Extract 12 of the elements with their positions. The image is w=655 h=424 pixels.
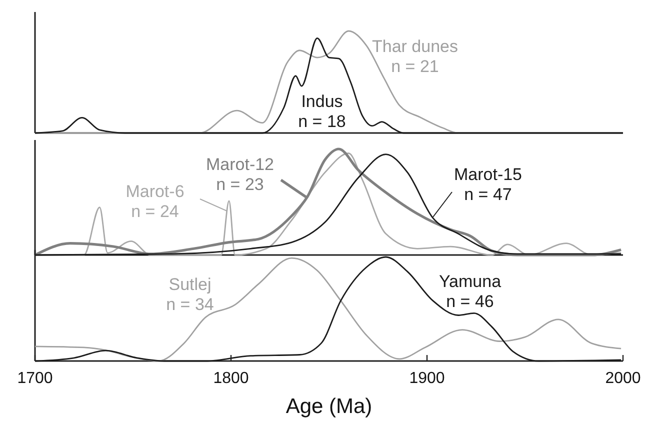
series-label: Yamuna n = 46 <box>438 272 502 311</box>
series-label: Marot-15 n = 47 <box>454 165 522 204</box>
x-tick-label: 1800 <box>213 370 249 387</box>
x-tick-label: 1900 <box>409 370 445 387</box>
series-label: Thar dunes n = 21 <box>372 37 458 76</box>
series-label: Indus n = 18 <box>298 92 346 131</box>
series-label: Sutlej n = 34 <box>166 275 214 314</box>
series-label: Marot-12 n = 23 <box>206 155 274 194</box>
x-tick-label: 1700 <box>17 370 53 387</box>
x-tick-label: 2000 <box>605 370 641 387</box>
legend-label: Marot-6 n = 24 <box>126 182 184 221</box>
x-axis-title: Age (Ma) <box>286 395 372 418</box>
